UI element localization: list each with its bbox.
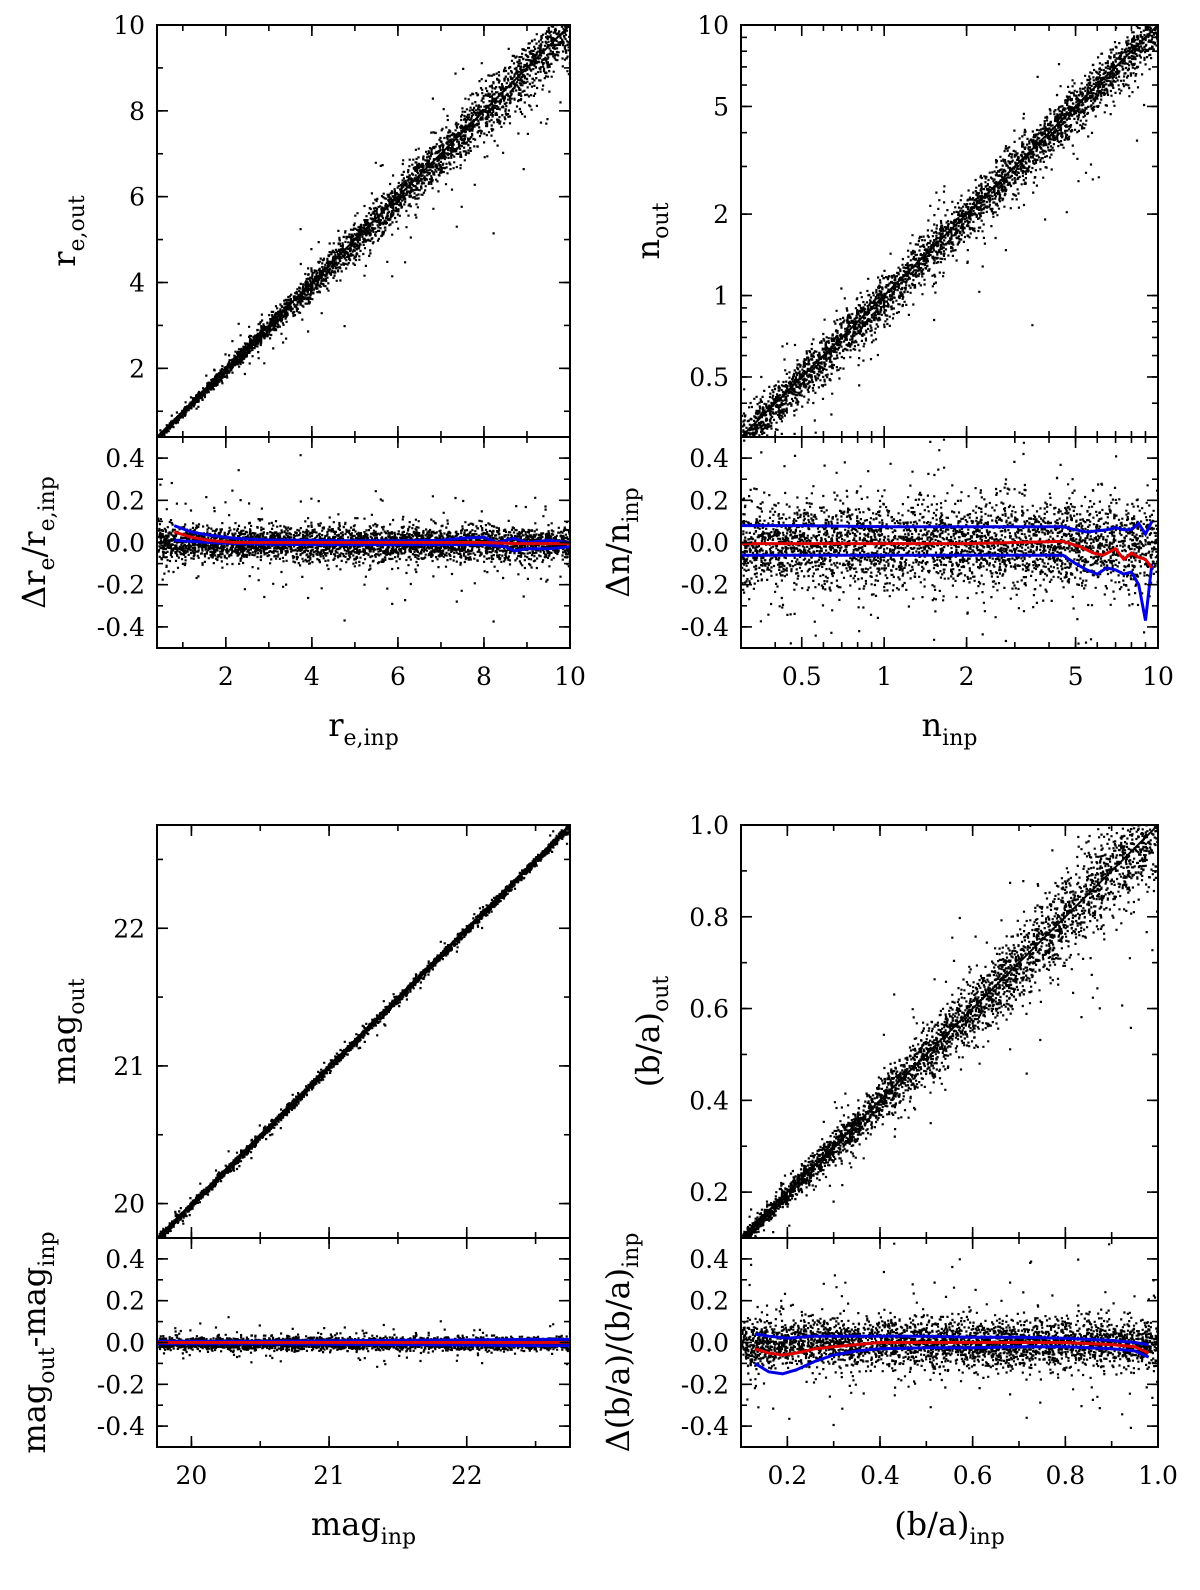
- y-tick-label: 2: [713, 200, 729, 229]
- lower-scatter-curve: [741, 553, 1154, 621]
- median-curve: [173, 530, 570, 546]
- residual-y-tick-label: -0.2: [681, 571, 729, 600]
- median-curve: [754, 1341, 1150, 1357]
- residual-y-tick-label: 0.2: [689, 1287, 729, 1316]
- x-tick-label: 2: [218, 662, 234, 691]
- residual-y-tick-label: -0.4: [97, 613, 145, 642]
- ticks: [157, 825, 570, 1447]
- x-tick-label: 2: [959, 662, 975, 691]
- x-tick-label: 0.8: [1045, 1461, 1085, 1490]
- residual-y-tick-label: -0.2: [97, 571, 145, 600]
- upper-scatter-curve: [741, 520, 1154, 538]
- residual-y-tick-label: -0.4: [97, 1412, 145, 1441]
- x-tick-label: 0.2: [767, 1461, 807, 1490]
- y-axis-label: nout: [629, 202, 674, 259]
- residual-y-tick-label: 0.0: [689, 1329, 729, 1358]
- residual-y-tick-label: 0.2: [689, 486, 729, 515]
- panel-ba: 0.2 0.4 0.6 0.8 1.0 -0.4 -0.2 0.0 0.2 0.4 0.2 0.4 0.…: [599, 811, 1178, 1550]
- x-axis-label: (b/a)inp: [894, 1505, 1005, 1550]
- residual-y-tick-label: 0.4: [105, 1245, 145, 1274]
- x-axis-label: ninp: [922, 706, 978, 751]
- x-axis-label: maginp: [311, 1505, 416, 1550]
- panel-n: 0.5 1 2 5 10 -0.4 -0.2 0.0 0.2 0.4 0.5 1 2 5 10 ninp nou…: [599, 11, 1174, 751]
- x-tick-label: 20: [176, 1461, 208, 1490]
- y-tick-label: 22: [113, 914, 145, 943]
- scatter-points: [741, 825, 1158, 1238]
- residual-points-re: [157, 454, 570, 623]
- median-curve: [741, 539, 1154, 569]
- x-tick-label: 8: [476, 662, 492, 691]
- residual-y-tick-label: 0.0: [689, 529, 729, 558]
- upper-scatter-curve: [173, 524, 570, 545]
- residual-y-tick-label: -0.2: [681, 1370, 729, 1399]
- identity-line: [157, 825, 570, 1238]
- y-tick-label: 1: [713, 282, 729, 311]
- residual-y-axis-label: Δ(b/a)/(b/a)inp: [599, 1233, 644, 1453]
- residual-y-tick-label: -0.2: [97, 1370, 145, 1399]
- identity-line: [741, 25, 1158, 437]
- residual-y-tick-label: 0.2: [105, 1287, 145, 1316]
- y-tick-label: 20: [113, 1190, 145, 1219]
- upper-scatter-curve: [754, 1332, 1149, 1347]
- y-tick-label: 1.0: [689, 811, 729, 840]
- residual-y-tick-label: 0.0: [105, 1329, 145, 1358]
- x-tick-label: 4: [304, 662, 320, 691]
- x-tick-label: 21: [313, 1461, 345, 1490]
- x-tick-label: 10: [554, 662, 586, 691]
- residual-y-tick-label: 0.4: [105, 444, 145, 473]
- y-tick-label: 10: [697, 11, 729, 40]
- residual-scatter-points: [157, 454, 570, 623]
- x-tick-label: 1: [876, 662, 892, 691]
- y-tick-label: 0.5: [689, 363, 729, 392]
- residual-y-tick-label: -0.4: [681, 1412, 729, 1441]
- residual-y-tick-label: 0.4: [689, 444, 729, 473]
- residual-y-tick-label: -0.4: [681, 613, 729, 642]
- x-tick-label: 10: [1142, 662, 1174, 691]
- residual-y-axis-label: magout-maginp: [15, 1231, 60, 1453]
- ticks: [157, 24, 571, 648]
- y-tick-label: 0.8: [689, 903, 729, 932]
- ticks: [741, 24, 1159, 648]
- y-tick-label: 6: [129, 183, 145, 212]
- y-tick-label: 4: [129, 269, 145, 298]
- panel-mag: 20 21 22 -0.4 -0.2 0.0 0.2 0.4 20 21 22 maginp magou…: [15, 824, 571, 1550]
- x-tick-label: 0.6: [953, 1461, 993, 1490]
- y-tick-label: 21: [113, 1052, 145, 1081]
- x-axis-label: re,inp: [328, 706, 399, 751]
- x-tick-label: 6: [390, 662, 406, 691]
- y-tick-label: 0.6: [689, 995, 729, 1024]
- y-axis-label: magout: [45, 978, 90, 1084]
- lower-scatter-curve: [174, 538, 570, 553]
- y-tick-label: 2: [129, 354, 145, 383]
- x-tick-label: 1.0: [1138, 1461, 1178, 1490]
- residual-y-tick-label: 0.0: [105, 529, 145, 558]
- residual-y-tick-label: 0.2: [105, 486, 145, 515]
- x-tick-label: 0.4: [860, 1461, 900, 1490]
- x-tick-label: 0.5: [782, 662, 822, 691]
- y-tick-label: 5: [713, 92, 729, 121]
- ticks: [740, 824, 1159, 1447]
- y-axis-label: (b/a)out: [629, 976, 674, 1088]
- panel-re: 2 4 6 8 10 -0.4 -0.2 0.0 0.2 0.4 2 4 6 8 10 re,inp re,ou…: [15, 11, 586, 751]
- residual-y-axis-label: Δre/re,inp: [15, 476, 60, 609]
- x-tick-label: 5: [1068, 662, 1084, 691]
- identity-line: [157, 25, 570, 437]
- y-tick-label: 0.4: [689, 1086, 729, 1115]
- identity-line: [741, 825, 1158, 1238]
- residual-y-axis-label: Δn/ninp: [599, 487, 644, 597]
- main-points-ba: [741, 825, 1158, 1238]
- lower-scatter-curve: [754, 1345, 1150, 1376]
- y-tick-label: 10: [113, 11, 145, 40]
- x-tick-label: 22: [451, 1461, 483, 1490]
- y-axis-label: re,out: [45, 195, 90, 267]
- residual-y-tick-label: 0.4: [689, 1245, 729, 1274]
- y-tick-label: 8: [129, 97, 145, 126]
- y-tick-label: 0.2: [689, 1178, 729, 1207]
